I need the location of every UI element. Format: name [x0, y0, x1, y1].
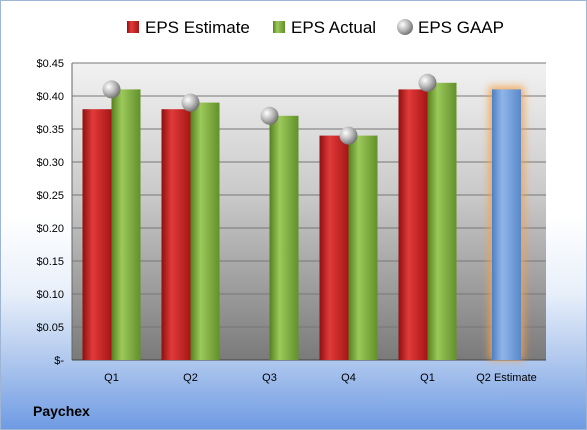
y-tick-label: $0.40 [36, 91, 64, 103]
y-tick-label: $- [54, 355, 64, 367]
x-tick-label: Q1 [104, 372, 119, 384]
bar-eps-actual [269, 115, 299, 360]
bar-eps-actual [348, 135, 378, 360]
gridlines [71, 62, 546, 361]
x-axis-ticks: Q1 Q2 Q3 Q4 Q1 Q2 Estimate [104, 372, 537, 384]
y-tick-label: $0.25 [36, 190, 64, 202]
x-tick-label: Q3 [262, 372, 277, 384]
bar-eps-actual [427, 82, 457, 361]
bar-eps-estimate [161, 109, 191, 360]
bar-eps-estimate [319, 135, 349, 360]
x-tick-label: Q4 [341, 372, 356, 384]
x-tick-label: Q2 [183, 372, 198, 384]
legend-gaap-label: EPS GAAP [418, 18, 504, 37]
marker-eps-gaap [102, 80, 121, 99]
marker-eps-gaap [339, 126, 358, 145]
marker-eps-gaap [260, 106, 279, 125]
bars [82, 82, 524, 361]
bar-eps-actual [111, 89, 141, 361]
y-tick-label: $0.35 [36, 124, 64, 136]
company-name: Paychex [33, 403, 90, 419]
legend-gaap-marker [397, 19, 413, 35]
x-tick-label: Q1 [420, 372, 435, 384]
y-tick-label: $0.15 [36, 256, 64, 268]
y-tick-label: $0.10 [36, 289, 64, 301]
legend-actual-swatch [273, 21, 285, 33]
legend: EPS Estimate EPS Actual EPS GAAP [127, 18, 504, 37]
plot-area [72, 63, 546, 360]
legend-estimate-swatch [127, 21, 139, 33]
bar-future-estimate [492, 89, 521, 361]
y-tick-label: $0.05 [36, 322, 64, 334]
legend-estimate-label: EPS Estimate [145, 18, 250, 37]
y-tick-label: $0.20 [36, 223, 64, 235]
marker-eps-gaap [181, 93, 200, 112]
x-tick-label: Q2 Estimate [476, 372, 537, 384]
y-tick-label: $0.30 [36, 157, 64, 169]
bar-eps-actual [190, 102, 220, 360]
gaap-markers [102, 73, 437, 145]
y-tick-label: $0.45 [36, 58, 64, 70]
bar-eps-estimate [398, 89, 428, 361]
y-axis-ticks: $- $0.05 $0.10 $0.15 $0.20 $0.25 $0.30 $0.35 $0.… [36, 58, 64, 367]
bar-eps-estimate [82, 109, 112, 360]
legend-actual-label: EPS Actual [291, 18, 376, 37]
marker-eps-gaap [418, 73, 437, 92]
